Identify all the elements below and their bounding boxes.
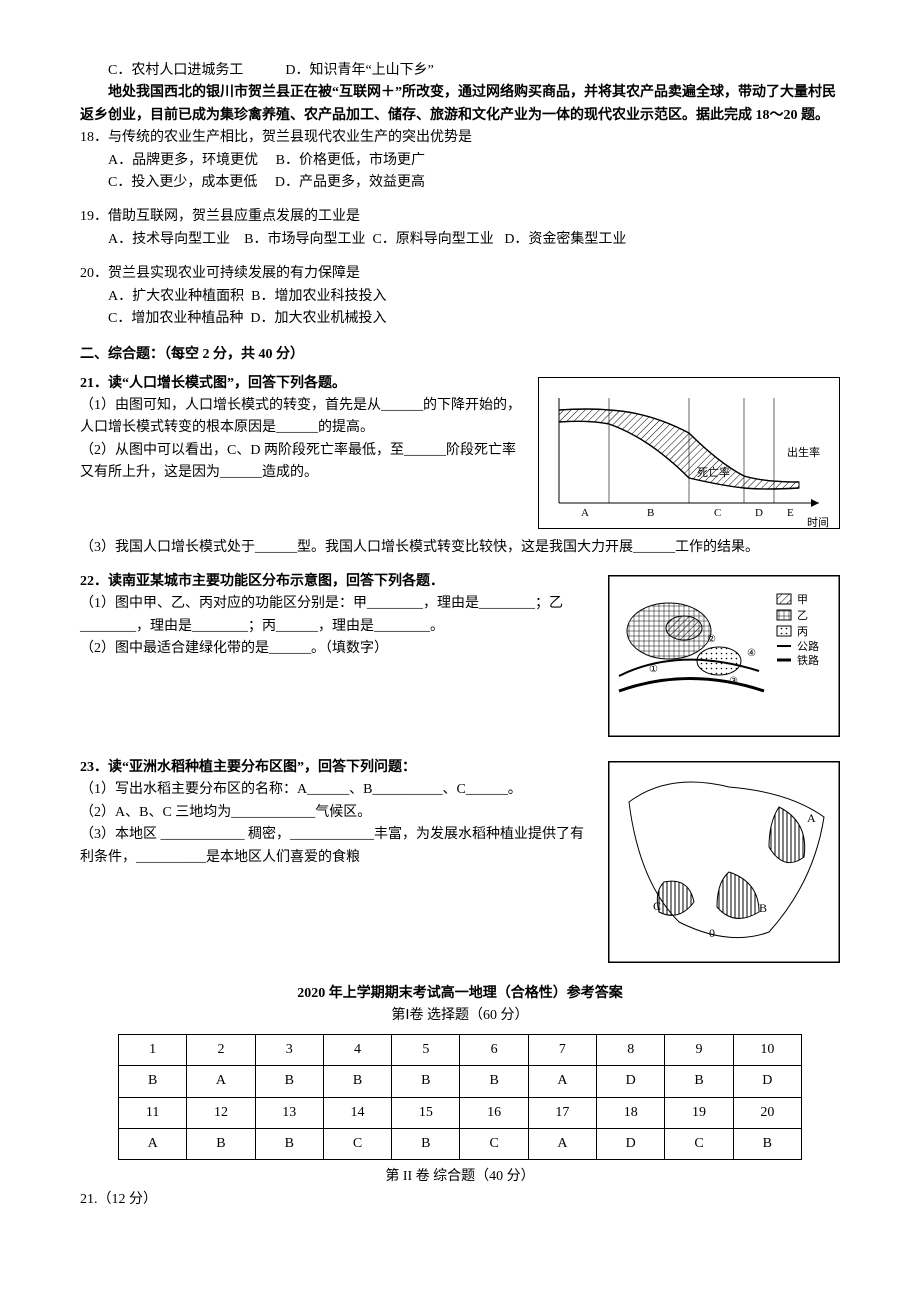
opt-c: C．农村人口进城务工 bbox=[108, 63, 243, 78]
question-23: A B C 0 23．读“亚洲水稻种植主要分布区图”，回答下列问题： （1）写出… bbox=[80, 757, 840, 971]
svg-text:③: ③ bbox=[729, 676, 738, 687]
answers-q21-line: 21.（12 分） bbox=[80, 1189, 840, 1211]
q19-stem: 19．借助互联网，贺兰县应重点发展的工业是 bbox=[80, 206, 840, 228]
q19-d: D．资金密集型工业 bbox=[504, 232, 626, 247]
stage-b: B bbox=[647, 507, 654, 519]
svg-text:①: ① bbox=[649, 664, 658, 675]
stage-d: D bbox=[755, 507, 763, 519]
answers-title: 2020 年上学期期末考试高一地理（合格性）参考答案 bbox=[80, 983, 840, 1005]
q18-a: A．品牌更多，环境更优 bbox=[108, 153, 258, 168]
question-21: 出生率 死亡率 A B C D E 时间 21．读“人口增长模式图”，回答下列各… bbox=[80, 373, 840, 559]
svg-text:②: ② bbox=[707, 634, 716, 645]
svg-text:甲: 甲 bbox=[797, 594, 808, 606]
svg-text:④: ④ bbox=[747, 648, 756, 659]
svg-text:B: B bbox=[759, 901, 767, 915]
svg-text:乙: 乙 bbox=[797, 609, 808, 622]
opt-d: D．知识青年“上山下乡” bbox=[285, 63, 434, 78]
q22-figure: ① ② ③ ④ 甲 乙 丙 公路 铁路 bbox=[608, 575, 840, 737]
table-row: BABBBBADBD bbox=[119, 1066, 802, 1097]
prev-question-options: C．农村人口进城务工 D．知识青年“上山下乡” bbox=[108, 60, 840, 82]
answers-part2: 第 II 卷 综合题（40 分） bbox=[80, 1166, 840, 1188]
passage-18-20: 地处我国西北的银川市贺兰县正在被“互联网＋”所改变，通过网络购买商品，并将其农产… bbox=[80, 82, 840, 127]
q20-stem: 20．贺兰县实现农业可持续发展的有力保障是 bbox=[80, 263, 840, 285]
q18-stem: 18．与传统的农业生产相比，贺兰县现代农业生产的突出优势是 bbox=[80, 127, 840, 149]
q20-b: B．增加农业科技投入 bbox=[251, 289, 386, 304]
question-22: ① ② ③ ④ 甲 乙 丙 公路 铁路 22．读南亚某城市主要功能区分布示意图，… bbox=[80, 571, 840, 745]
xlabel: 时间 bbox=[807, 516, 829, 528]
svg-text:丙: 丙 bbox=[797, 626, 808, 638]
q19-b: B．市场导向型工业 bbox=[244, 232, 365, 247]
stage-c: C bbox=[714, 507, 721, 519]
svg-text:A: A bbox=[807, 811, 816, 825]
section-2-title: 二、综合题：（每空 2 分，共 40 分） bbox=[80, 344, 840, 366]
q21-p3: （3）我国人口增长模式处于______型。我国人口增长模式转变比较快，这是我国大… bbox=[80, 537, 840, 559]
q20-c: C．增加农业种植品种 bbox=[108, 311, 243, 326]
answers-table: 12345678910 BABBBBADBD 11121314151617181… bbox=[118, 1034, 802, 1161]
answers-part1: 第Ⅰ卷 选择题（60 分） bbox=[80, 1005, 840, 1027]
q20-a: A．扩大农业种植面积 bbox=[108, 289, 244, 304]
question-20: 20．贺兰县实现农业可持续发展的有力保障是 A．扩大农业种植面积 B．增加农业科… bbox=[80, 263, 840, 330]
table-row: ABBCBCADCB bbox=[119, 1129, 802, 1160]
svg-text:公路: 公路 bbox=[797, 640, 819, 653]
label-birth: 出生率 bbox=[787, 445, 820, 459]
question-19: 19．借助互联网，贺兰县应重点发展的工业是 A．技术导向型工业 B．市场导向型工… bbox=[80, 206, 840, 251]
q19-a: A．技术导向型工业 bbox=[108, 232, 230, 247]
q20-d: D．加大农业机械投入 bbox=[250, 311, 386, 326]
q18-c: C．投入更少，成本更低 bbox=[108, 175, 257, 190]
table-row: 12345678910 bbox=[119, 1034, 802, 1065]
table-row: 11121314151617181920 bbox=[119, 1097, 802, 1128]
label-death: 死亡率 bbox=[697, 465, 730, 479]
q21-figure: 出生率 死亡率 A B C D E 时间 bbox=[538, 377, 840, 529]
svg-text:铁路: 铁路 bbox=[797, 654, 819, 667]
stage-e: E bbox=[787, 507, 794, 519]
stage-a: A bbox=[581, 507, 589, 519]
q18-d: D．产品更多，效益更高 bbox=[275, 175, 425, 190]
question-18: 18．与传统的农业生产相比，贺兰县现代农业生产的突出优势是 A．品牌更多，环境更… bbox=[80, 127, 840, 194]
q18-b: B．价格更低，市场更广 bbox=[276, 153, 425, 168]
svg-text:C: C bbox=[653, 899, 661, 913]
q19-c: C．原料导向型工业 bbox=[372, 232, 493, 247]
svg-text:0: 0 bbox=[709, 926, 715, 940]
q23-figure: A B C 0 bbox=[608, 761, 840, 963]
